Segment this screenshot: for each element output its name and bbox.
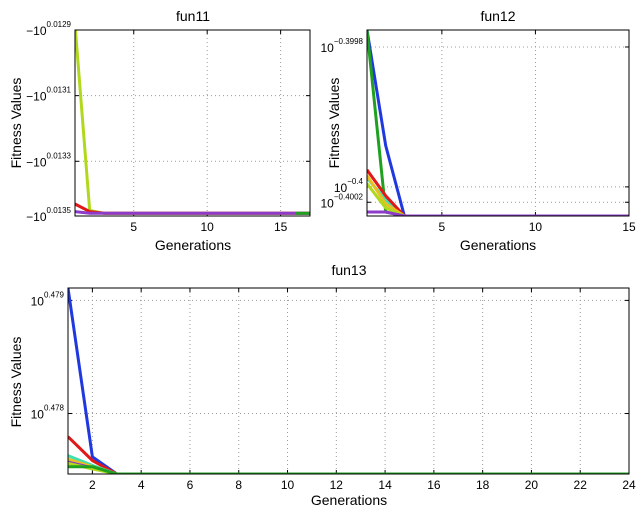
series-line-3 — [75, 210, 310, 215]
x-tick-label: 15 — [622, 220, 636, 234]
y-tick-base: 10 — [31, 408, 45, 422]
series-line-3 — [367, 177, 629, 216]
chart-1: 5 10 15−100.0129−100.0131−100.0133−100.013… — [26, 20, 311, 234]
series-line-6 — [367, 182, 629, 216]
y-tick-exponent: 0.479 — [44, 290, 65, 299]
y-tick-base: −10 — [26, 155, 47, 169]
x-tick-label: 2 — [89, 478, 96, 492]
series-line-1 — [68, 288, 629, 474]
series-group — [367, 30, 629, 216]
y-tick-label: 100.479 — [31, 290, 65, 308]
x-tick-label: 16 — [427, 478, 441, 492]
chart-2-title: fun12 — [480, 8, 515, 24]
series-line-4 — [367, 169, 629, 216]
y-tick-label: 10−0.4002 — [321, 192, 364, 210]
y-tick-exponent: 0.478 — [44, 404, 65, 413]
chart-3-xlabel: Generations — [311, 492, 387, 508]
series-line-1 — [75, 30, 310, 215]
y-tick-base: 10 — [321, 196, 335, 210]
y-tick-label: 10−0.4 — [334, 177, 364, 195]
chart-3-title: fun13 — [331, 262, 366, 278]
chart-2-ylabel: Fitness Values — [326, 78, 342, 169]
series-line-4 — [68, 457, 629, 474]
x-tick-label: 22 — [574, 478, 588, 492]
y-tick-base: 10 — [31, 294, 45, 308]
y-tick-exponent: 0.0135 — [47, 206, 72, 215]
y-tick-exponent: 0.0133 — [47, 151, 72, 160]
x-tick-label: 10 — [281, 478, 295, 492]
y-tick-base: 10 — [334, 181, 348, 195]
series-line-2 — [367, 30, 629, 216]
x-tick-label: 5 — [130, 220, 137, 234]
y-tick-exponent: −0.4 — [347, 177, 363, 186]
x-tick-label: 10 — [201, 220, 215, 234]
x-tick-label: 18 — [476, 478, 490, 492]
y-tick-exponent: −0.3998 — [334, 37, 364, 46]
y-tick-label: −100.0129 — [26, 20, 71, 38]
x-tick-label: 10 — [529, 220, 543, 234]
series-line-7 — [367, 210, 629, 216]
y-tick-base: −10 — [26, 24, 47, 38]
chart-1-xlabel: Generations — [155, 237, 231, 253]
y-tick-label: −100.0135 — [26, 206, 71, 224]
series-line-1 — [367, 30, 629, 216]
series-line-5 — [68, 460, 629, 474]
series-line-3 — [68, 454, 629, 474]
x-tick-label: 15 — [274, 220, 288, 234]
series-line-5 — [367, 174, 629, 216]
x-tick-label: 5 — [439, 220, 446, 234]
chart-1-title: fun11 — [176, 8, 210, 24]
y-tick-base: −10 — [26, 90, 47, 104]
y-tick-label: 10−0.3998 — [321, 37, 364, 55]
y-tick-exponent: −0.4002 — [334, 192, 364, 201]
x-tick-label: 14 — [378, 478, 392, 492]
y-tick-exponent: 0.0129 — [47, 20, 72, 29]
chart-2-xlabel: Generations — [460, 237, 536, 253]
y-tick-base: −10 — [26, 210, 47, 224]
series-line-2 — [68, 435, 629, 474]
series-group — [75, 30, 310, 215]
plot-frame — [67, 287, 630, 475]
y-tick-exponent: 0.0131 — [47, 86, 72, 95]
x-tick-label: 24 — [622, 478, 636, 492]
chart-1-ylabel: Fitness Values — [8, 78, 24, 169]
y-tick-label: −100.0133 — [26, 151, 71, 169]
y-tick-label: −100.0131 — [26, 86, 71, 104]
series-group — [68, 288, 629, 474]
y-tick-base: 10 — [321, 41, 335, 55]
x-tick-label: 12 — [330, 478, 344, 492]
x-tick-label: 20 — [525, 478, 539, 492]
plot-frame — [74, 29, 311, 217]
series-line-6 — [68, 461, 629, 474]
series-line-7 — [68, 465, 629, 474]
x-tick-label: 8 — [235, 478, 242, 492]
plot-frame — [366, 29, 630, 217]
x-tick-label: 6 — [187, 478, 194, 492]
x-tick-label: 4 — [138, 478, 145, 492]
y-tick-label: 100.478 — [31, 404, 65, 422]
chart-3-ylabel: Fitness Values — [8, 337, 24, 428]
